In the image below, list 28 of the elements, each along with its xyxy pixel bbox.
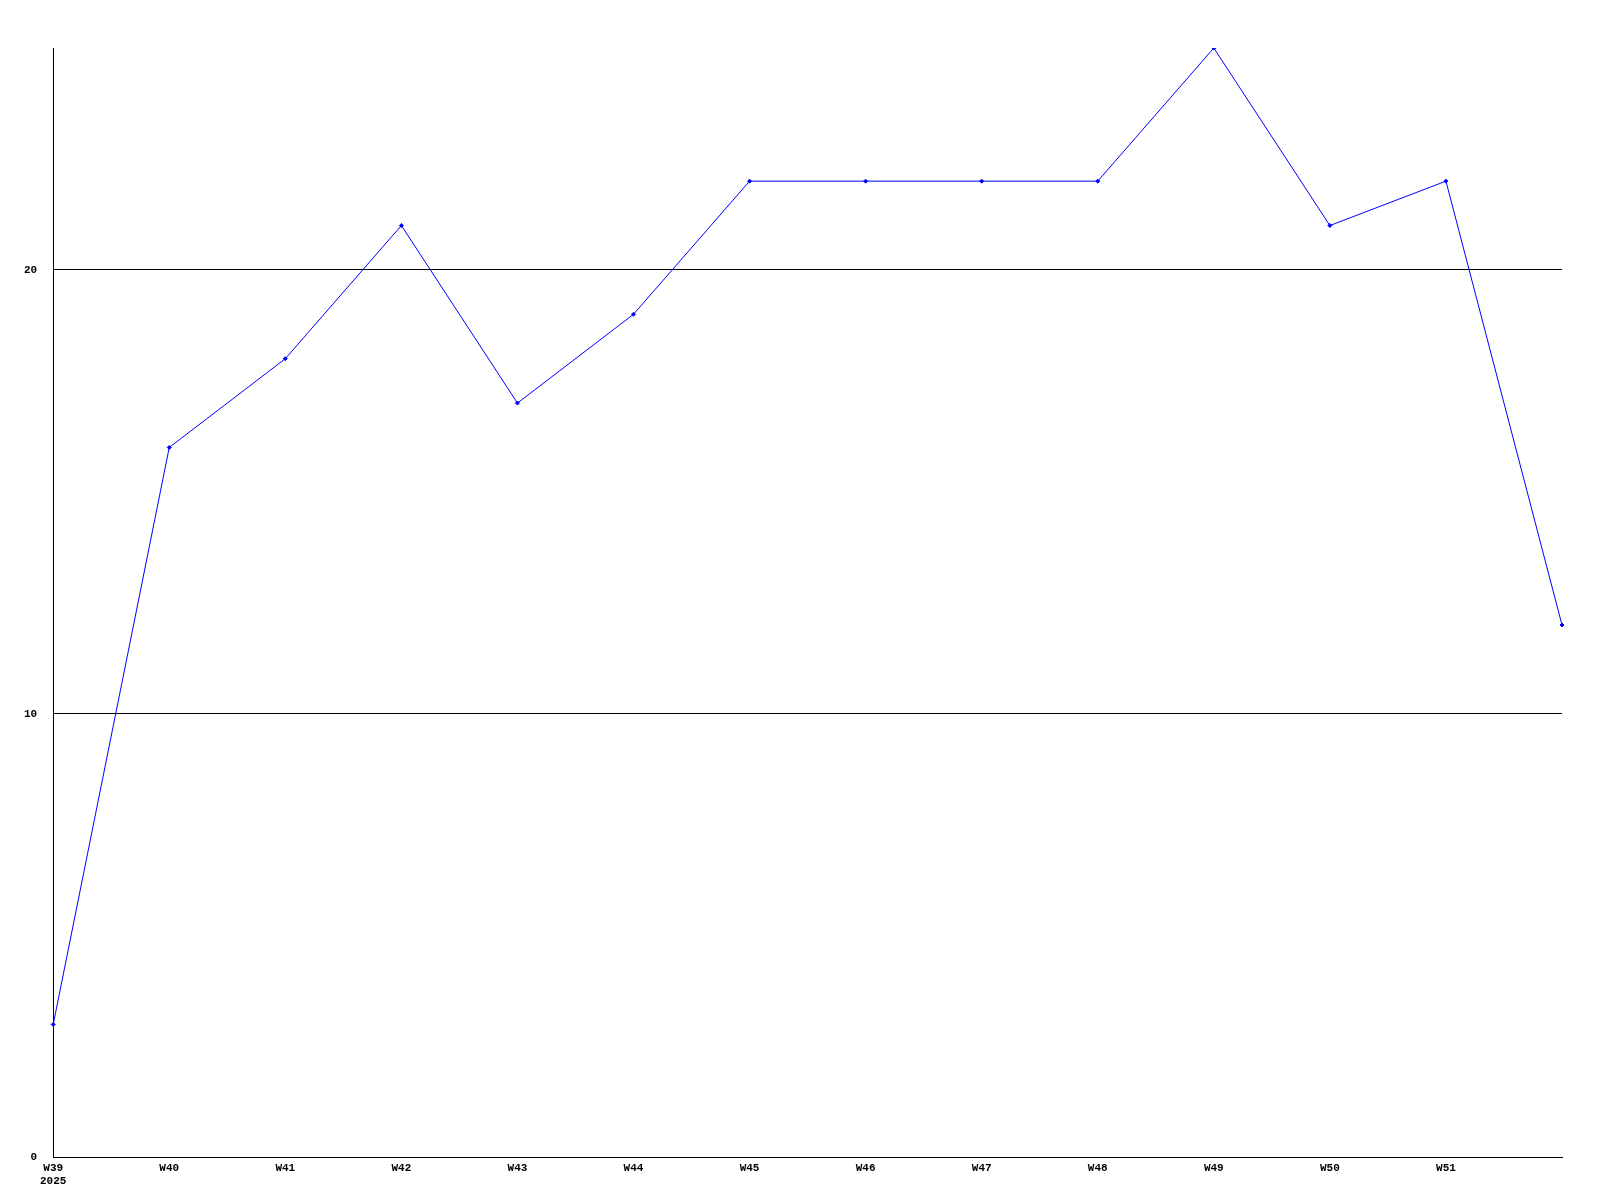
x-tick-label: W39 2025 (40, 1161, 67, 1188)
x-tick-label: W43 (507, 1161, 528, 1174)
x-tick-label: W51 (1436, 1161, 1457, 1174)
x-tick-label: W40 (159, 1161, 180, 1174)
point (50, 1021, 56, 1027)
x-tick-label: W41 (275, 1161, 296, 1174)
x-tick-label: W48 (1087, 1161, 1109, 1174)
point (1327, 223, 1333, 229)
point (863, 178, 869, 184)
y-tick-label: 10 (24, 707, 38, 720)
point (631, 311, 637, 317)
point (1095, 178, 1101, 184)
x-tick-label: W49 (1203, 1161, 1224, 1174)
x-tick-label: W50 (1319, 1161, 1340, 1174)
point (398, 223, 404, 229)
x-tick-label: W42 (391, 1161, 412, 1174)
y-tick-label: 20 (24, 263, 38, 276)
point (514, 400, 520, 406)
point (282, 356, 288, 362)
point (979, 178, 985, 184)
point (747, 178, 753, 184)
x-tick-label: W44 (623, 1161, 644, 1174)
point (1443, 178, 1449, 184)
point (166, 444, 172, 450)
x-tick-label: W47 (971, 1161, 992, 1174)
x-tick-label: W45 (739, 1161, 760, 1174)
x-tick-label: W46 (855, 1161, 876, 1174)
y-tick-label: 0 (30, 1151, 38, 1164)
